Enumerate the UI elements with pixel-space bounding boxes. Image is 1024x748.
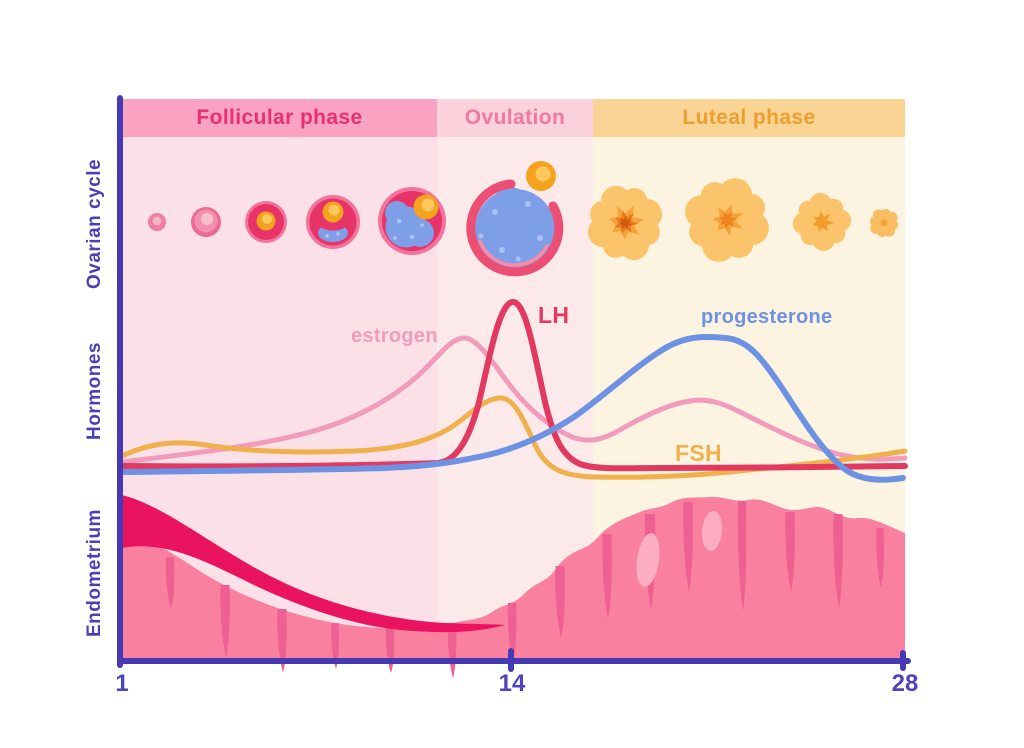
fsh-curve [119, 395, 908, 480]
endometrium-highlight [636, 533, 660, 587]
endometrium-gland [447, 623, 457, 678]
endometrium-gland [555, 566, 565, 638]
endometrium-gland [331, 623, 339, 669]
endometrium-highlight [701, 511, 723, 551]
endometrium-gland [507, 603, 517, 663]
endometrium-gland [165, 557, 175, 609]
endometrium-gland [385, 628, 395, 673]
ovarian-cycle-figures [148, 161, 899, 277]
follicle-stage-4-icon [306, 195, 360, 249]
corpus-luteum-icon [587, 185, 663, 261]
progesterone-curve [119, 333, 906, 483]
corpus-luteum-icons [587, 178, 899, 262]
progesterone-label: progesterone [701, 306, 833, 328]
follicle-stage-5-icon [378, 187, 446, 255]
endometrium-gland [737, 501, 747, 611]
endometrium-gland [683, 502, 693, 592]
hormone-curves [119, 298, 908, 483]
y-axis-line [117, 95, 123, 668]
luteal-phase-header: Luteal phase [593, 99, 905, 137]
day-14-tick [508, 648, 514, 672]
lh-label: LH [538, 302, 570, 328]
endometrium-gland [785, 512, 795, 592]
section-label-endometrium: Endometrium [84, 509, 105, 637]
menstrual-flow-ribbon [122, 495, 505, 633]
follicle-stage-2-icon [191, 207, 221, 237]
corpus-luteum-icon [869, 208, 899, 238]
ovulation-phase-header: Ovulation [437, 99, 593, 137]
estrogen-label: estrogen [351, 325, 438, 347]
endometrium-gland [833, 514, 843, 608]
endometrium-gland [277, 609, 287, 673]
follicle-stage-3-icon [245, 201, 287, 243]
ovulation-follicle-icon [466, 161, 564, 277]
section-label-hormones: Hormones [84, 342, 105, 440]
follicular-phase-header: Follicular phase [122, 99, 437, 137]
endometrium-gland [876, 528, 884, 588]
follicle-stage-1-icon [148, 213, 166, 231]
corpus-luteum-icon [685, 178, 769, 262]
corpus-luteum-icon [792, 192, 852, 252]
endometrium-illustration [122, 495, 905, 678]
endometrium-gland [602, 534, 612, 619]
section-label-ovarian-cycle: Ovarian cycle [84, 158, 105, 290]
day-label-28: 28 [891, 670, 919, 697]
day-label-1: 1 [115, 670, 129, 697]
x-axis-line [117, 658, 911, 664]
endometrium-gland [220, 585, 230, 657]
day-28-tick [900, 650, 906, 671]
day-label-14: 14 [498, 670, 526, 697]
fsh-label: FSH [675, 440, 722, 466]
